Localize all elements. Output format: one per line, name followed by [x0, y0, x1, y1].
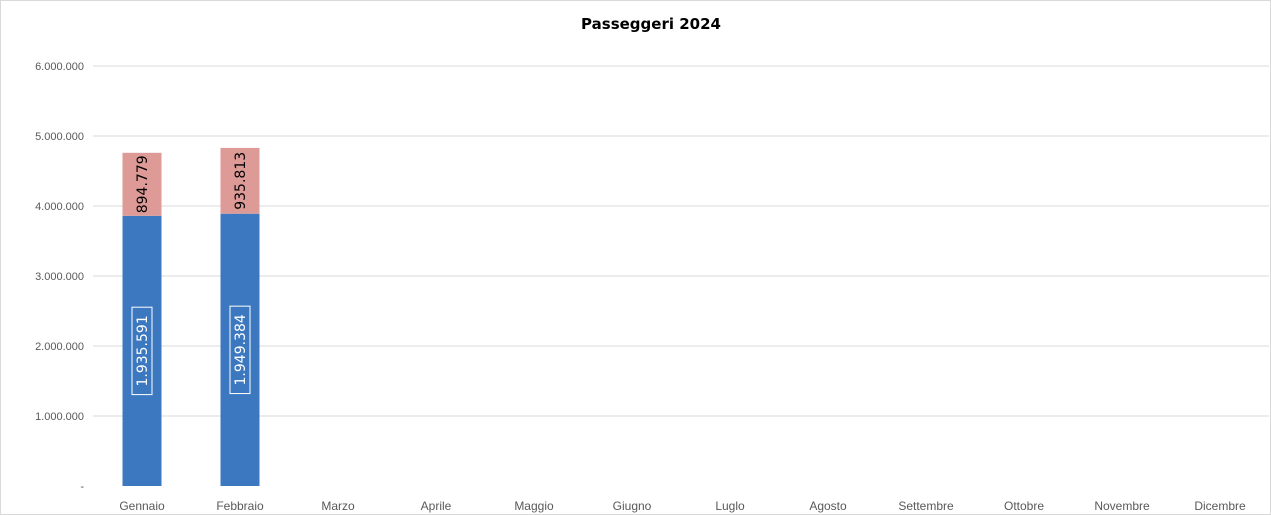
x-tick-label: Febbraio — [216, 499, 264, 513]
x-tick-label: Dicembre — [1194, 499, 1246, 513]
data-label-group: 894.779 — [135, 155, 151, 213]
bars — [122, 147, 260, 487]
bar-segment-lower — [220, 213, 260, 486]
data-label: 935.813 — [233, 152, 249, 210]
y-axis-ticks: - 1.000.000 2.000.000 3.000.000 4.000.000 5.0… — [35, 61, 84, 493]
x-tick-label: Agosto — [809, 499, 847, 513]
x-tick-label: Maggio — [514, 499, 554, 513]
data-label: 1.935.591 — [135, 315, 151, 386]
data-label-group: 1.935.591 — [131, 306, 153, 396]
data-label-group: 1.949.384 — [229, 305, 251, 395]
gridlines — [93, 65, 1269, 417]
y-tick-label: 1.000.000 — [35, 411, 84, 423]
x-tick-label: Giugno — [613, 499, 652, 513]
data-label-box — [131, 306, 153, 396]
x-tick-label: Aprile — [421, 499, 452, 513]
x-tick-label: Gennaio — [119, 499, 165, 513]
y-tick-label: 3.000.000 — [35, 271, 84, 283]
x-tick-label: Ottobre — [1004, 499, 1044, 513]
data-label-box — [229, 305, 251, 395]
chart-title: Passeggeri 2024 — [581, 15, 721, 33]
bar-segment-upper — [220, 147, 260, 214]
data-labels: 1.935.591 894.779 1.949.384 935.813 — [131, 152, 251, 396]
data-label-group: 935.813 — [233, 152, 249, 210]
x-tick-label: Novembre — [1094, 499, 1150, 513]
x-tick-label: Settembre — [898, 499, 954, 513]
y-tick-label: 2.000.000 — [35, 341, 84, 353]
bar-segment-upper — [122, 152, 162, 216]
data-label: 1.949.384 — [233, 314, 249, 385]
x-tick-label: Luglo — [715, 499, 745, 513]
y-tick-label: - — [80, 481, 84, 493]
y-tick-label: 6.000.000 — [35, 61, 84, 73]
bar-segment-lower — [122, 215, 162, 487]
x-axis-categories: Gennaio Febbraio Marzo Aprile Maggio Giugno Lu… — [119, 499, 1246, 513]
y-tick-label: 5.000.000 — [35, 131, 84, 143]
x-tick-label: Marzo — [321, 499, 355, 513]
y-tick-label: 4.000.000 — [35, 201, 84, 213]
data-label: 894.779 — [135, 155, 151, 213]
